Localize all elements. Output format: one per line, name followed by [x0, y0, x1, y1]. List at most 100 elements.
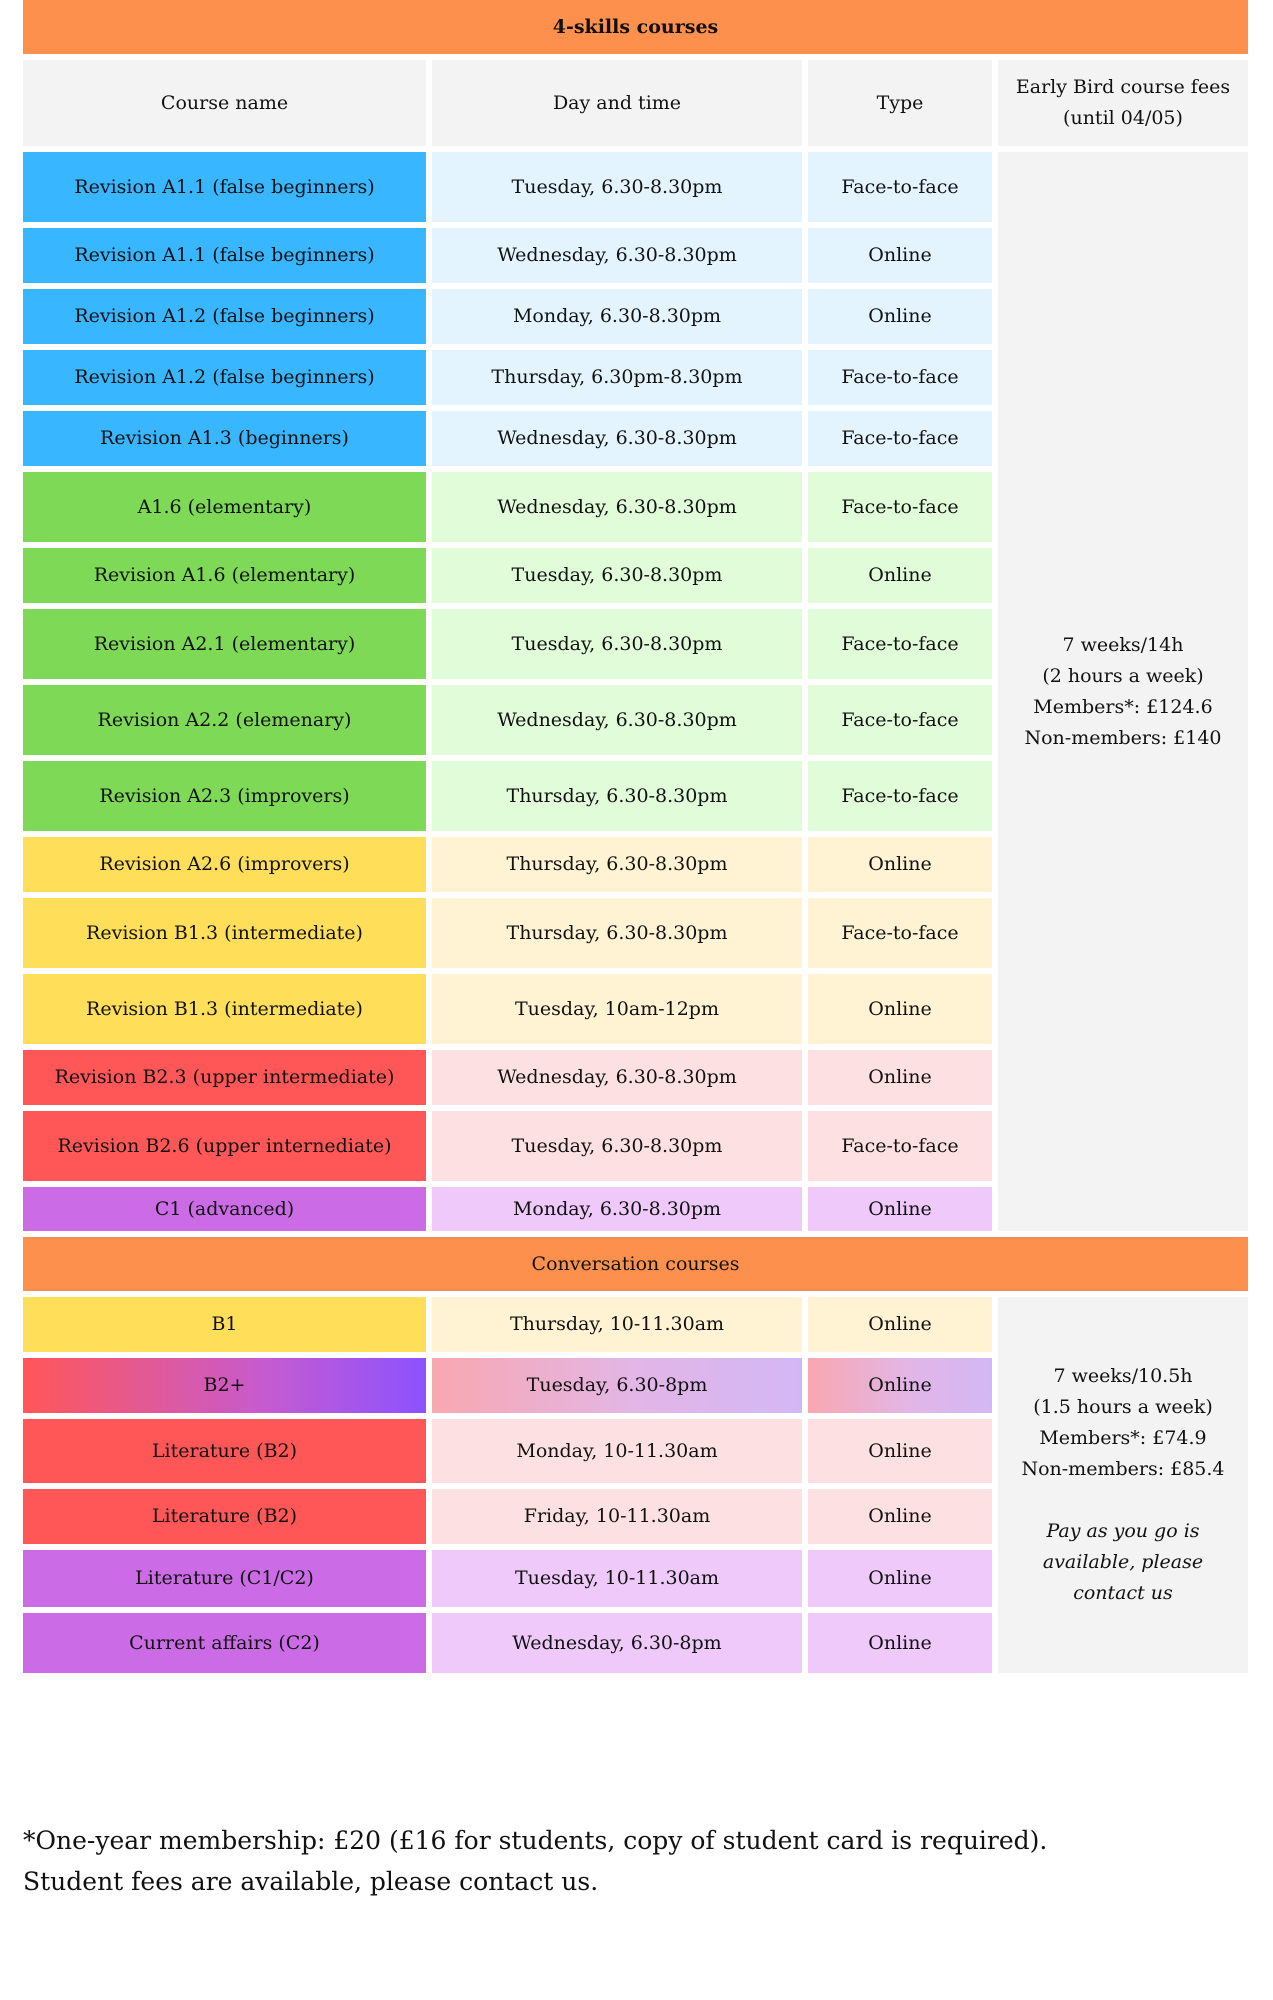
course-row-name-cell: Revision A2.3 (improvers)	[23, 761, 426, 831]
course-row-time-cell: Tuesday, 6.30-8.30pm	[432, 152, 802, 222]
course-row-type-cell: Online	[808, 548, 992, 603]
course-row-time-cell: Tuesday, 6.30-8.30pm	[432, 548, 802, 603]
course-row-time-text: Wednesday, 6.30-8.30pm	[497, 708, 737, 731]
conversation-row-name-cell: B1	[23, 1297, 426, 1352]
conversation-row-name-text: Literature (C1/C2)	[135, 1567, 314, 1589]
conversation-row-time-text: Tuesday, 6.30-8pm	[526, 1374, 708, 1396]
conv-fees-note-1: Pay as you go is	[1046, 1520, 1200, 1542]
course-row-time-text: Thursday, 6.30pm-8.30pm	[491, 366, 743, 388]
course-row-type-cell: Online	[808, 837, 992, 892]
course-row-name-cell: Revision A1.3 (beginners)	[23, 411, 426, 466]
course-row-type-cell: Online	[808, 289, 992, 344]
conversation-row-type-text: Online	[868, 1439, 932, 1462]
fees-non-members: Non-members: £140	[1024, 726, 1222, 749]
conversation-row-time-cell: Tuesday, 10-11.30am	[432, 1550, 802, 1607]
conversation-row-type-cell: Online	[808, 1613, 992, 1673]
conversation-row-time-cell: Thursday, 10-11.30am	[432, 1297, 802, 1352]
header-course-name-label: Course name	[160, 91, 289, 114]
conversation-row-type-text: Online	[868, 1567, 932, 1589]
course-row-name-text: Revision A1.1 (false beginners)	[74, 175, 375, 198]
course-row-name-text: Revision B2.6 (upper internediate)	[57, 1134, 392, 1157]
conv-fees-non-members: Non-members: £85.4	[1021, 1458, 1225, 1480]
header-day-time: Day and time	[432, 60, 802, 146]
conv-fees-duration: 7 weeks/10.5h	[1053, 1365, 1193, 1387]
course-row-name-text: Revision B2.3 (upper intermediate)	[54, 1066, 395, 1088]
course-row-type-text: Face-to-face	[841, 495, 959, 518]
conversation-row-type-cell: Online	[808, 1297, 992, 1352]
course-row-time-cell: Thursday, 6.30-8.30pm	[432, 898, 802, 968]
conv-fees-note-2: available, please	[1042, 1551, 1204, 1573]
course-row-type-cell: Face-to-face	[808, 1111, 992, 1181]
course-row-type-cell: Online	[808, 1050, 992, 1105]
footnote-membership: *One-year membership: £20 (£16 for stude…	[23, 1826, 1048, 1855]
course-row-name-text: Revision A1.3 (beginners)	[100, 427, 349, 449]
course-row-time-text: Monday, 6.30-8.30pm	[512, 305, 722, 327]
course-row-name-cell: Revision A1.1 (false beginners)	[23, 228, 426, 283]
conversation-row-type-cell: Online	[808, 1550, 992, 1607]
course-row-time-text: Thursday, 6.30-8.30pm	[506, 784, 728, 807]
course-row-type-text: Face-to-face	[841, 632, 959, 655]
conversation-row-type-text: Online	[868, 1374, 932, 1396]
course-row-time-cell: Wednesday, 6.30-8.30pm	[432, 228, 802, 283]
course-row-time-text: Tuesday, 10am-12pm	[515, 997, 719, 1020]
footnote-student-fees: Student fees are available, please conta…	[23, 1867, 599, 1896]
course-row-time-cell: Thursday, 6.30pm-8.30pm	[432, 350, 802, 405]
course-row-name-cell: Revision B1.3 (intermediate)	[23, 974, 426, 1044]
course-row-name-text: Revision A1.1 (false beginners)	[74, 244, 375, 266]
conv-fees-note-3: contact us	[1073, 1582, 1173, 1604]
course-row-type-cell: Face-to-face	[808, 685, 992, 755]
course-row-type-cell: Face-to-face	[808, 898, 992, 968]
conversation-row-name-cell: Literature (B2)	[23, 1489, 426, 1544]
conversation-row-name-text: B1	[211, 1313, 238, 1335]
conv-fees-hours-per-week: (1.5 hours a week)	[1033, 1396, 1213, 1418]
course-row-time-cell: Thursday, 6.30-8.30pm	[432, 761, 802, 831]
course-row-type-text: Online	[868, 1066, 932, 1088]
course-row-type-text: Online	[868, 853, 932, 875]
course-row-name-text: Revision B1.3 (intermediate)	[86, 921, 363, 944]
course-row-type-text: Face-to-face	[841, 366, 959, 388]
conversation-row-time-cell: Wednesday, 6.30-8pm	[432, 1613, 802, 1673]
course-row-time-text: Tuesday, 6.30-8.30pm	[511, 632, 723, 655]
course-row-type-cell: Online	[808, 228, 992, 283]
conversation-row-name-text: Literature (B2)	[151, 1505, 298, 1527]
course-row-type-text: Online	[868, 1197, 932, 1220]
conversation-row-type-text: Online	[868, 1505, 932, 1527]
course-row-type-text: Online	[868, 564, 932, 586]
footnote: *One-year membership: £20 (£16 for stude…	[23, 1820, 1243, 1902]
course-row-name-cell: Revision A2.2 (elemenary)	[23, 685, 426, 755]
conversation-row-name-cell: Current affairs (C2)	[23, 1613, 426, 1673]
course-row-time-text: Wednesday, 6.30-8.30pm	[497, 244, 737, 266]
course-row-name-cell: Revision B2.3 (upper intermediate)	[23, 1050, 426, 1105]
course-row-type-text: Face-to-face	[841, 1134, 959, 1157]
course-row-time-cell: Tuesday, 10am-12pm	[432, 974, 802, 1044]
course-row-name-cell: A1.6 (elementary)	[23, 472, 426, 542]
header-type: Type	[808, 60, 992, 146]
course-row-name-text: C1 (advanced)	[154, 1197, 295, 1220]
course-row-type-text: Face-to-face	[841, 427, 959, 449]
course-row-time-text: Monday, 6.30-8.30pm	[512, 1197, 722, 1220]
conversation-row-time-cell: Friday, 10-11.30am	[432, 1489, 802, 1544]
header-course-name: Course name	[23, 60, 426, 146]
header-type-label: Type	[876, 91, 924, 114]
course-row-type-cell: Face-to-face	[808, 761, 992, 831]
conversation-row-type-text: Online	[868, 1631, 932, 1654]
conversation-fees: 7 weeks/10.5h (1.5 hours a week) Members…	[998, 1297, 1248, 1673]
fees-members: Members*: £124.6	[1033, 695, 1213, 718]
conversation-row-time-text: Tuesday, 10-11.30am	[514, 1567, 720, 1589]
course-row-time-cell: Wednesday, 6.30-8.30pm	[432, 685, 802, 755]
conversation-row-time-cell: Monday, 10-11.30am	[432, 1419, 802, 1483]
course-row-type-text: Face-to-face	[841, 175, 959, 198]
course-row-time-text: Wednesday, 6.30-8.30pm	[497, 495, 737, 518]
course-row-name-cell: Revision A2.6 (improvers)	[23, 837, 426, 892]
course-row-time-text: Thursday, 6.30-8.30pm	[506, 921, 728, 944]
conversation-row-time-cell: Tuesday, 6.30-8pm	[432, 1358, 802, 1413]
conv-fees-members: Members*: £74.9	[1039, 1427, 1207, 1449]
course-row-time-text: Tuesday, 6.30-8.30pm	[511, 1134, 723, 1157]
course-row-type-cell: Face-to-face	[808, 609, 992, 679]
course-row-name-cell: Revision A1.6 (elementary)	[23, 548, 426, 603]
four-skills-banner: 4-skills courses	[23, 0, 1248, 54]
conversation-row-name-text: B2+	[203, 1374, 246, 1396]
course-row-time-cell: Monday, 6.30-8.30pm	[432, 1187, 802, 1231]
conversation-title: Conversation courses	[531, 1253, 740, 1275]
fees-duration: 7 weeks/14h	[1062, 633, 1184, 656]
